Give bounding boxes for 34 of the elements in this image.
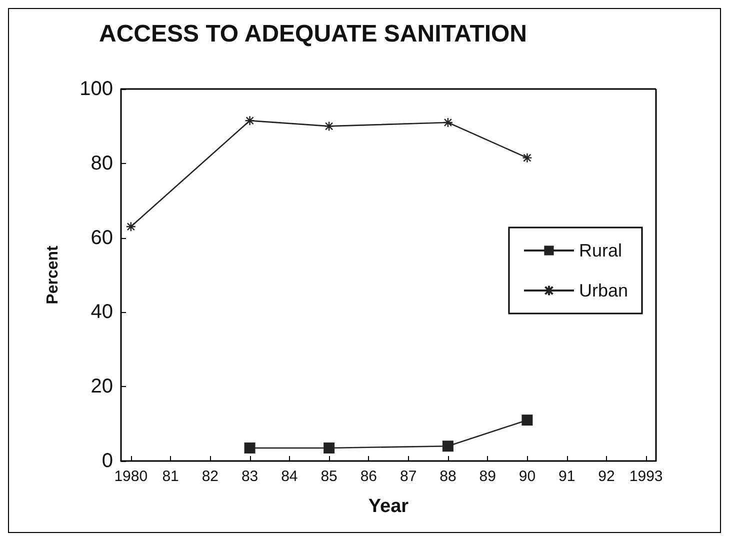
legend-label: Rural <box>578 240 622 260</box>
x-tick-label: 87 <box>400 468 417 485</box>
y-tick-label: 40 <box>90 301 113 324</box>
x-axis-title: Year <box>368 496 410 517</box>
x-tick-label: 85 <box>320 468 338 485</box>
legend-label: Urban <box>578 280 628 300</box>
x-tick-label: 89 <box>479 468 496 485</box>
point <box>324 121 334 132</box>
x-tick-label: 84 <box>281 468 298 485</box>
x-tick-label: 81 <box>162 468 179 485</box>
point <box>126 222 136 232</box>
y-tick-label: 80 <box>90 152 113 174</box>
x-tick-label: 91 <box>558 468 576 485</box>
point <box>244 116 255 126</box>
x-tick-label: 86 <box>360 468 378 485</box>
x-tick-label: 1980 <box>114 468 148 485</box>
point <box>522 414 533 426</box>
y-tick-label: 100 <box>80 78 113 100</box>
point <box>324 442 335 454</box>
point <box>244 442 256 454</box>
point <box>522 152 532 163</box>
x-tick-label: 82 <box>202 468 219 485</box>
chart-title: ACCESS TO ADEQUATE SANITATION <box>99 20 528 48</box>
y-tick-label: 20 <box>90 376 113 398</box>
x-tick-label: 92 <box>598 468 615 485</box>
x-tick-label: 90 <box>518 468 536 485</box>
x-tick-label: 88 <box>440 468 456 485</box>
y-axis-title: Percent <box>44 244 62 304</box>
point <box>442 117 454 128</box>
point <box>442 440 454 452</box>
x-tick-label: 83 <box>241 468 258 485</box>
y-tick-label: 60 <box>90 226 113 249</box>
x-tick-label: 1993 <box>629 468 663 485</box>
y-tick-label: 0 <box>102 450 113 472</box>
